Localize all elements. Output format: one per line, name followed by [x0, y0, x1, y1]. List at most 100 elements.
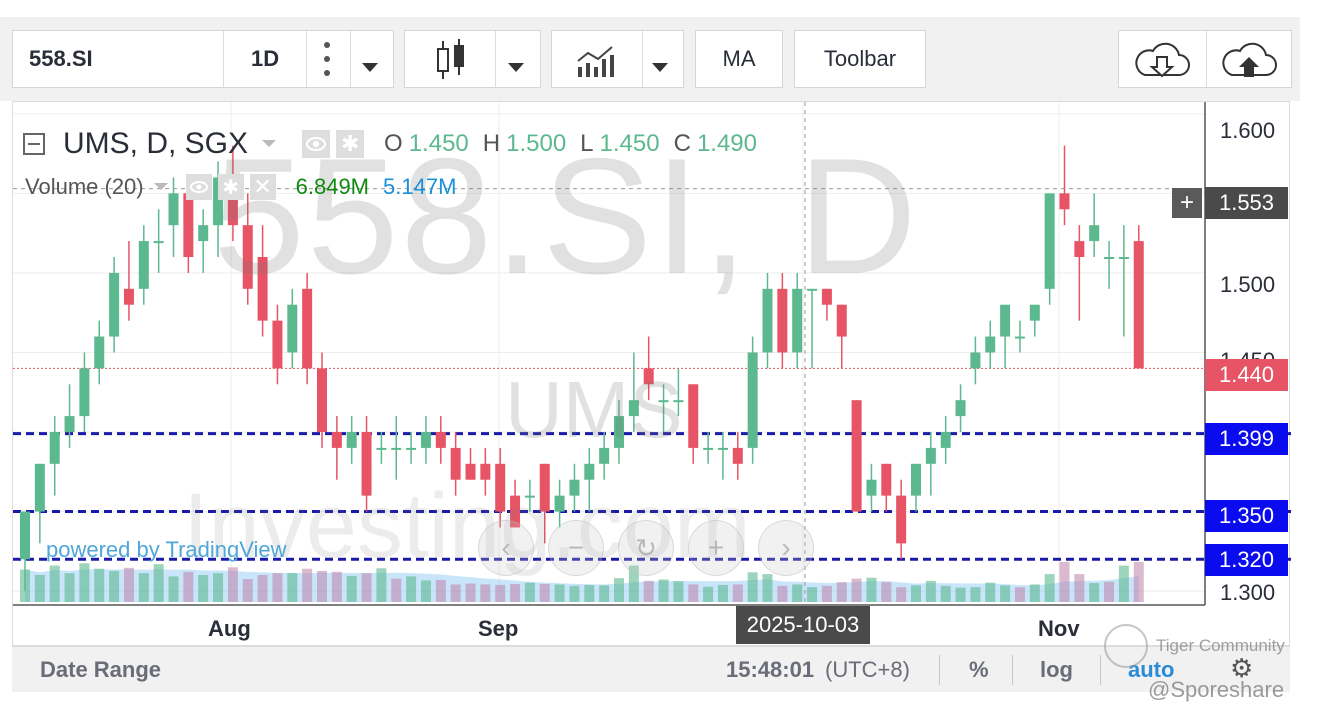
- volume-bar: [123, 567, 134, 602]
- volume-close-icon[interactable]: ✕: [249, 174, 276, 200]
- series-menu-chevron-icon[interactable]: [262, 135, 277, 153]
- volume-bar: [361, 573, 372, 602]
- volume-bar: [302, 568, 313, 602]
- candle-body: [896, 495, 907, 544]
- interval-dropdown-chevron-icon[interactable]: [362, 53, 378, 79]
- candle-body: [554, 495, 565, 512]
- candle-body: [391, 447, 402, 450]
- candle-body: [643, 368, 654, 385]
- chart-pane[interactable]: 558.SI, D UMS Investing.com powered by T…: [12, 101, 1291, 646]
- add-alert-plus-icon[interactable]: +: [1172, 188, 1202, 218]
- volume-bar: [1014, 587, 1025, 602]
- percent-toggle[interactable]: %: [969, 657, 989, 682]
- candle-body: [614, 416, 624, 448]
- toolbar-button[interactable]: Toolbar: [794, 30, 926, 88]
- volume-bar: [762, 574, 773, 602]
- collapse-legend-icon[interactable]: [23, 133, 45, 155]
- candle-body: [317, 368, 327, 432]
- open-label: O: [384, 130, 403, 157]
- candle-body: [673, 400, 684, 403]
- candle-body: [34, 463, 45, 512]
- volume-bar: [257, 575, 268, 602]
- volume-bar: [569, 585, 580, 602]
- volume-bar: [465, 583, 476, 602]
- volume-bar: [317, 570, 327, 602]
- volume-bar: [628, 565, 639, 602]
- candle-body: [20, 511, 30, 560]
- volume-bar: [420, 580, 431, 602]
- cloud-upload-icon[interactable]: [1220, 41, 1278, 87]
- volume-bar: [524, 582, 535, 602]
- volume-bar: [792, 584, 803, 602]
- candle-body: [1044, 193, 1055, 289]
- volume-bar: [703, 586, 714, 602]
- crosshair-price-label: 1.553: [1205, 187, 1288, 219]
- date-range-button[interactable]: Date Range: [40, 657, 162, 682]
- gear-icon[interactable]: ✱: [336, 130, 365, 158]
- candle-body: [836, 304, 847, 337]
- powered-by-link[interactable]: powered by TradingView: [46, 537, 287, 562]
- scroll-left-icon[interactable]: ‹: [478, 520, 534, 576]
- candle-body: [510, 495, 521, 528]
- volume-bar: [153, 564, 164, 602]
- candles-icon: [435, 39, 467, 87]
- candle-body: [584, 463, 595, 480]
- cloud-download-icon[interactable]: [1133, 41, 1191, 87]
- close-label: C: [673, 130, 691, 157]
- volume-ma-value: 5.147M: [383, 174, 457, 199]
- volume-bar: [510, 584, 521, 602]
- volume-bar: [643, 580, 654, 602]
- volume-menu-chevron-icon[interactable]: [153, 178, 168, 196]
- volume-bar: [495, 584, 506, 602]
- compare-chevron-icon[interactable]: [652, 53, 668, 79]
- symbol-watermark: 558.SI, D: [213, 124, 919, 308]
- indicators-button[interactable]: MA: [695, 30, 783, 88]
- symbol-search-input[interactable]: 558.SI: [29, 46, 93, 71]
- candle-body: [153, 241, 164, 244]
- time-tick: Sep: [478, 616, 519, 641]
- chart-type-chevron-icon[interactable]: [508, 53, 524, 79]
- volume-bar: [183, 571, 194, 602]
- low-label: L: [580, 130, 594, 157]
- top-toolbar: 558.SI 1D: [0, 17, 1300, 101]
- volume-gear-icon[interactable]: ✱: [217, 174, 244, 200]
- volume-bar: [49, 565, 60, 602]
- settings-gear-icon[interactable]: ⚙: [1230, 653, 1254, 683]
- candle-body: [495, 463, 506, 512]
- volume-bar: [807, 587, 818, 602]
- candle-body: [732, 447, 743, 464]
- volume-bar: [376, 568, 387, 602]
- candle-body: [955, 400, 966, 417]
- scroll-right-icon[interactable]: ›: [758, 520, 814, 576]
- candle-body: [183, 193, 194, 257]
- candle-body: [970, 352, 981, 369]
- volume-bar: [539, 584, 550, 602]
- volume-eye-icon[interactable]: [185, 174, 212, 200]
- candle-body: [64, 416, 75, 432]
- candle-body: [376, 447, 387, 450]
- volume-bar: [1074, 574, 1085, 602]
- timezone-button[interactable]: (UTC+8): [825, 657, 910, 682]
- interval-button[interactable]: 1D: [251, 46, 280, 71]
- volume-bar: [480, 584, 491, 602]
- volume-bar: [406, 576, 417, 602]
- volume-bar: [272, 573, 283, 602]
- candle-body: [213, 177, 224, 226]
- candle-body: [406, 447, 417, 450]
- eye-icon[interactable]: [302, 130, 331, 158]
- hline-label-2: 1.350: [1205, 500, 1288, 532]
- indicators-label: MA: [722, 46, 756, 71]
- volume-bar: [584, 584, 595, 602]
- community-watermark: Tiger Community: [1156, 636, 1285, 655]
- reset-icon[interactable]: ↻: [618, 520, 674, 576]
- volume-bar: [688, 584, 699, 602]
- zoom-in-icon[interactable]: +: [688, 520, 744, 576]
- volume-bar: [896, 587, 907, 602]
- chart-type-button[interactable]: [404, 30, 541, 88]
- candle-body: [465, 463, 476, 480]
- close-value: 1.490: [696, 130, 757, 157]
- log-toggle[interactable]: log: [1040, 657, 1073, 682]
- more-intervals-icon[interactable]: [323, 39, 331, 85]
- compare-button[interactable]: [551, 30, 684, 88]
- zoom-out-icon[interactable]: −: [548, 520, 604, 576]
